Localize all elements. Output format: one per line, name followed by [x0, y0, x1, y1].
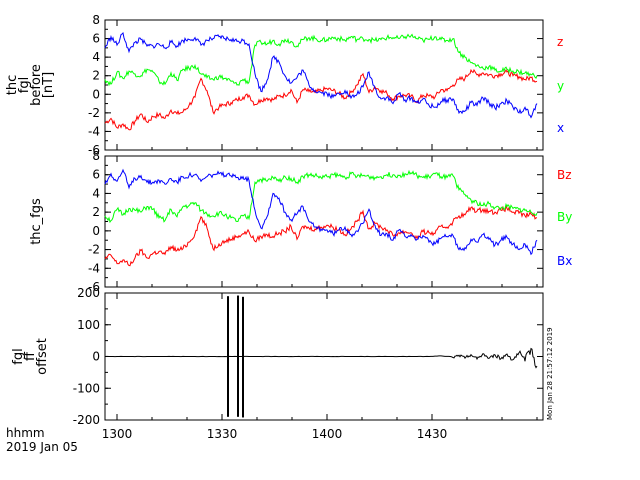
- y-tick-label: -6: [88, 143, 100, 157]
- y-axis-label: before: [29, 64, 44, 106]
- legend-label: Bz: [557, 168, 572, 182]
- legend-label: x: [557, 121, 564, 135]
- y-axis-label: thc_fgs: [29, 198, 44, 245]
- series-line-offset: [104, 347, 538, 369]
- y-tick-label: -200: [73, 413, 100, 427]
- series-line-bz: [104, 204, 538, 267]
- y-tick-label: 100: [77, 318, 100, 332]
- legend-label: z: [557, 35, 563, 49]
- series-line-y: [104, 33, 538, 87]
- y-tick-label: -4: [88, 261, 100, 275]
- y-tick-label: 6: [92, 168, 100, 182]
- series-line-z: [104, 68, 538, 131]
- y-tick-label: -100: [73, 381, 100, 395]
- y-axis-label: ff: [23, 351, 38, 361]
- legend-label: By: [557, 210, 572, 224]
- x-tick-label: 1400: [312, 427, 343, 441]
- y-tick-label: -4: [88, 124, 100, 138]
- y-tick-label: 200: [77, 286, 100, 300]
- x-tick-label: 1300: [102, 427, 133, 441]
- x-axis-date: 2019 Jan 05: [6, 440, 78, 454]
- y-tick-label: 8: [92, 149, 100, 163]
- x-axis-labels: 1300 1330 1400 1430: [102, 427, 448, 441]
- y-axis-label: offset: [35, 338, 50, 375]
- legend-label: y: [557, 79, 564, 93]
- y-axis-label: fgl: [11, 348, 26, 364]
- y-tick-label: 4: [92, 186, 100, 200]
- series-line-x: [104, 31, 538, 119]
- x-axis-units: hhmm: [6, 426, 45, 440]
- series-line-bx: [104, 168, 538, 256]
- timestamp: Mon Jan 28 21:57:12 2019: [546, 327, 554, 420]
- y-tick-label: 6: [92, 32, 100, 46]
- y-axis-label: [nT]: [41, 72, 56, 98]
- plot-frame: [104, 155, 544, 288]
- y-tick-label: 8: [92, 13, 100, 27]
- y-tick-label: 2: [92, 205, 100, 219]
- y-axis-label: fgl: [17, 77, 32, 93]
- y-tick-label: 4: [92, 50, 100, 64]
- series-line-by: [104, 169, 538, 224]
- x-tick-label: 1330: [207, 427, 238, 441]
- y-axis-label: thc: [5, 75, 20, 95]
- y-tick-label: 0: [92, 87, 100, 101]
- legend-label: Bx: [557, 254, 572, 268]
- panel-fgs: -6 -4 -2 0 2 4 6 8 thc_fgs Bz By Bx: [29, 149, 572, 294]
- x-tick-label: 1430: [417, 427, 448, 441]
- y-tick-label: 0: [92, 224, 100, 238]
- y-tick-label: -2: [88, 106, 100, 120]
- y-tick-label: -6: [88, 280, 100, 294]
- y-tick-label: -2: [88, 243, 100, 257]
- y-tick-label: 0: [92, 350, 100, 364]
- y-tick-label: 2: [92, 69, 100, 83]
